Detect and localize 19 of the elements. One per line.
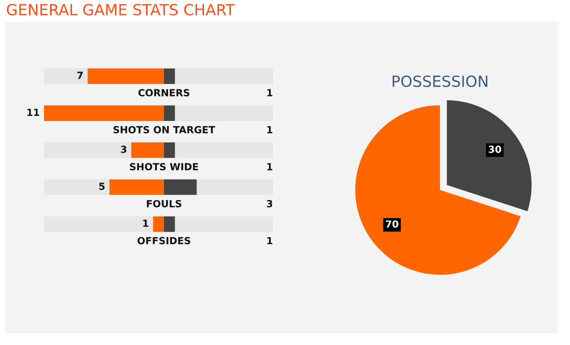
data-label: 1: [143, 220, 148, 227]
data-label: 5: [99, 182, 105, 190]
data-label: 7: [77, 72, 83, 79]
data-label: 70: [386, 220, 398, 228]
chart-title: GENERAL GAME STATS CHART: [6, 4, 235, 16]
data-label: 3: [120, 146, 126, 153]
y-tick-label: FOULS: [146, 200, 182, 208]
data-label: 1: [267, 237, 272, 244]
y-tick-label: CORNERS: [138, 89, 190, 96]
y-tick-label: SHOTS WIDE: [130, 163, 198, 170]
data-label: 1: [267, 89, 272, 96]
data-label: 3: [266, 200, 272, 208]
chart-title: POSSESSION: [392, 75, 488, 88]
data-label: 30: [488, 146, 502, 153]
y-tick-label: SHOTS ON TARGET: [114, 126, 216, 134]
data-label: 1: [267, 163, 272, 170]
data-label: 1: [267, 126, 272, 134]
data-label: 11: [27, 108, 40, 116]
y-tick-label: OFFSIDES: [138, 236, 190, 244]
